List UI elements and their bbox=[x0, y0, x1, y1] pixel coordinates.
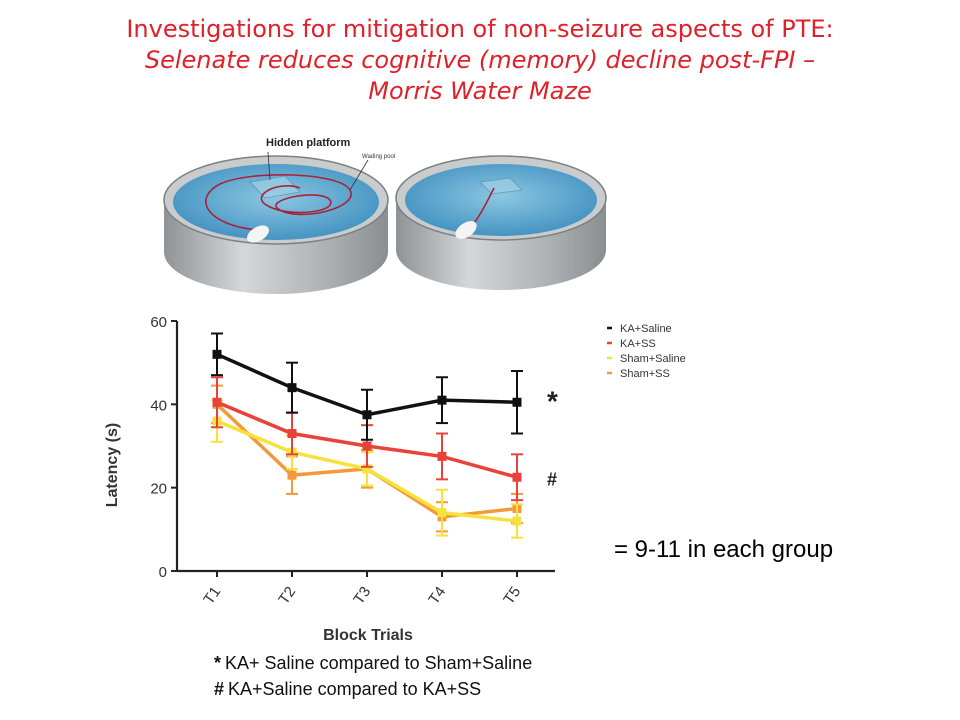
data-point bbox=[287, 383, 297, 393]
x-tick-label: T5 bbox=[500, 584, 524, 608]
data-point bbox=[512, 516, 522, 526]
series-ka-saline bbox=[211, 332, 523, 441]
legend-label: Sham+SS bbox=[620, 368, 670, 380]
significance-marker: # bbox=[547, 469, 557, 489]
y-tick-label: 60 bbox=[150, 314, 167, 331]
footnote-text: KA+ Saline compared to Sham+Saline bbox=[225, 653, 533, 673]
data-point bbox=[287, 429, 297, 438]
y-axis-label: Latency (s) bbox=[104, 423, 121, 507]
search-path bbox=[205, 174, 352, 231]
wading-pool-label: Wading pool bbox=[362, 154, 395, 160]
data-point bbox=[287, 470, 297, 480]
legend-label: Sham+Saline bbox=[620, 353, 686, 365]
data-point bbox=[212, 397, 222, 407]
significance-marker: * bbox=[547, 385, 558, 416]
data-point bbox=[512, 472, 522, 482]
rat-figure-2 bbox=[455, 221, 477, 239]
data-point bbox=[362, 464, 372, 474]
data-point bbox=[362, 441, 372, 451]
data-point bbox=[212, 349, 222, 359]
footnote-symbol: # bbox=[214, 679, 225, 699]
data-point bbox=[437, 451, 447, 461]
pool-with-search-path: Hidden platform Wading pool bbox=[163, 137, 395, 294]
footnote-text: KA+Saline compared to KA+SS bbox=[228, 679, 482, 699]
x-tick-label: T1 bbox=[200, 584, 224, 608]
x-axis-label: Block Trials bbox=[323, 627, 413, 644]
title-line-1: Investigations for mitigation of non-sei… bbox=[126, 15, 834, 43]
slide-title: Investigations for mitigation of non-sei… bbox=[0, 14, 960, 107]
x-tick-label: T2 bbox=[275, 584, 299, 608]
chart-series: *# bbox=[211, 332, 558, 539]
hidden-platform-shape-2 bbox=[479, 177, 523, 195]
footnote-star: * KA+ Saline compared to Sham+Saline bbox=[214, 653, 532, 674]
title-line-2: Selenate reduces cognitive (memory) decl… bbox=[144, 46, 816, 74]
legend-label: KA+SS bbox=[620, 338, 656, 350]
x-tick-label: T4 bbox=[425, 584, 449, 608]
legend-label: KA+Saline bbox=[620, 323, 672, 335]
data-point bbox=[362, 410, 372, 420]
hidden-platform-label: Hidden platform bbox=[266, 137, 351, 149]
data-point bbox=[512, 397, 522, 407]
title-line-3: Morris Water Maze bbox=[368, 77, 592, 105]
pool-with-direct-path bbox=[395, 155, 607, 290]
footnote-hash: # KA+Saline compared to KA+SS bbox=[214, 679, 481, 700]
footnote-symbol: * bbox=[214, 653, 222, 673]
y-tick-label: 40 bbox=[150, 397, 167, 414]
x-tick-label: T3 bbox=[350, 584, 374, 608]
sample-size-note: = 9-11 in each group bbox=[614, 536, 834, 563]
water-maze-illustration: Hidden platform Wading pool bbox=[163, 137, 607, 294]
rat-figure bbox=[247, 225, 269, 243]
data-point bbox=[437, 395, 447, 405]
chart-axes: 0 20 40 60 T1 T2 T3 T4 T5 bbox=[150, 314, 555, 608]
y-tick-label: 20 bbox=[150, 481, 167, 498]
chart-legend: KA+Saline KA+SS Sham+Saline Sham+SS bbox=[607, 323, 686, 380]
y-tick-label: 0 bbox=[159, 564, 167, 581]
data-point bbox=[437, 508, 447, 518]
